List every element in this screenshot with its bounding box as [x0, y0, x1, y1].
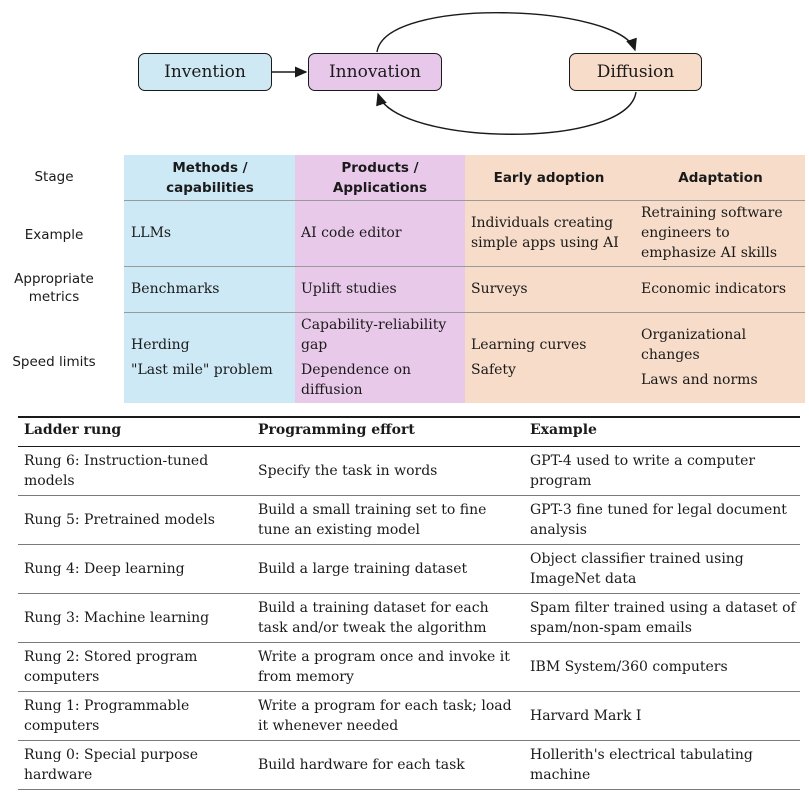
- ladder-rung-cell: Rung 1: Programmable computers: [24, 698, 190, 734]
- ladder-effort-cell: Write a program for each task; load it w…: [258, 698, 512, 734]
- metric-products: Uplift studies: [301, 281, 397, 297]
- speed-adaptation: Organizational changes Laws and norms: [641, 325, 791, 390]
- ladder-row: Rung 6: Instruction-tuned models Specify …: [18, 447, 800, 496]
- ladder-example-cell: Object classifier trained using ImageNet…: [530, 551, 744, 587]
- ladder-header-effort: Programming effort: [258, 422, 415, 438]
- ladder-row: Rung 1: Programmable computers Write a pr…: [18, 692, 800, 741]
- speed-products: Capability-reliability gap Dependence on…: [301, 315, 461, 400]
- ladder-rung-cell: Rung 5: Pretrained models: [24, 512, 215, 528]
- speed-limit-item: Learning curves: [471, 337, 587, 353]
- ladder-header-example: Example: [530, 422, 597, 438]
- row-separator: [18, 593, 800, 594]
- speed-limit-item: Herding: [131, 337, 190, 353]
- row-label-stage: Stage: [34, 169, 74, 185]
- speed-limit-item: Capability-reliability gap: [301, 317, 447, 353]
- band-diffusion: [465, 155, 805, 403]
- band-methods: [124, 155, 295, 403]
- ladder-row: Rung 2: Stored program computers Write a …: [18, 643, 800, 692]
- row-separator: [18, 544, 800, 545]
- table-header-rule: [18, 446, 800, 447]
- ladder-effort-cell: Build hardware for each task: [258, 757, 465, 773]
- ladder-rung-cell: Rung 6: Instruction-tuned models: [24, 453, 209, 489]
- ladder-example-cell: Hollerith's electrical tabulating machin…: [530, 747, 753, 783]
- col-header-adaptation: Adaptation: [678, 170, 763, 186]
- speed-limit-item: Safety: [471, 362, 516, 378]
- ladder-example-cell: GPT-3 fine tuned for legal document anal…: [530, 502, 787, 538]
- ladder-rung-cell: Rung 3: Machine learning: [24, 610, 210, 626]
- row-separator: [18, 789, 800, 790]
- flow-arrows: [272, 12, 637, 135]
- speed-limit-item: "Last mile" problem: [131, 362, 273, 378]
- stage-table: Stage Example Appropriate metrics Speed …: [0, 155, 809, 403]
- arrow-innovation-to-diffusion: [376, 12, 637, 53]
- row-divider: [124, 200, 805, 201]
- ladder-effort-cell: Build a training dataset for each task a…: [258, 600, 489, 636]
- table-top-rule: [18, 416, 800, 418]
- row-separator: [18, 642, 800, 643]
- speed-limit-item: Organizational changes: [641, 327, 747, 363]
- ladder-row: Rung 5: Pretrained models Build a small t…: [18, 496, 800, 545]
- node-innovation: Innovation: [308, 53, 442, 91]
- ladder-example-cell: Spam filter trained using a dataset of s…: [530, 600, 796, 636]
- row-divider: [124, 312, 805, 313]
- ladder-example-cell: GPT-4 used to write a computer program: [530, 453, 756, 489]
- metric-methods: Benchmarks: [131, 281, 220, 297]
- ladder-effort-cell: Specify the task in words: [258, 463, 438, 479]
- band-products: [295, 155, 465, 403]
- arrow-diffusion-to-innovation: [376, 91, 637, 135]
- row-separator: [18, 495, 800, 496]
- example-adaptation: Retraining software engineers to emphasi…: [641, 205, 783, 261]
- metric-early: Surveys: [471, 281, 528, 297]
- ladder-example-cell: IBM System/360 computers: [530, 659, 728, 675]
- speed-early: Learning curves Safety: [471, 335, 631, 380]
- speed-limit-item: Dependence on diffusion: [301, 362, 412, 398]
- col-header-methods: Methods / capabilities: [166, 160, 254, 196]
- row-separator: [18, 691, 800, 692]
- innovation-flow-diagram: Invention Innovation Diffusion: [0, 0, 809, 150]
- ladder-row: Rung 0: Special purpose hardware Build ha…: [18, 741, 800, 790]
- speed-methods: Herding "Last mile" problem: [131, 335, 291, 380]
- row-divider: [124, 266, 805, 267]
- col-header-early: Early adoption: [493, 170, 605, 186]
- example-early: Individuals creating simple apps using A…: [471, 215, 619, 251]
- ladder-example-cell: Harvard Mark I: [530, 708, 642, 724]
- ladder-header-rung: Ladder rung: [24, 422, 122, 438]
- ladder-rung-cell: Rung 0: Special purpose hardware: [24, 747, 199, 783]
- row-separator: [18, 740, 800, 741]
- row-label-metrics: Appropriate metrics: [0, 270, 108, 306]
- ladder-effort-cell: Build a small training set to fine tune …: [258, 502, 487, 538]
- ladder-row: Rung 3: Machine learning Build a training…: [18, 594, 800, 643]
- speed-limit-item: Laws and norms: [641, 372, 758, 388]
- col-header-products: Products / Applications: [332, 160, 428, 196]
- node-invention: Invention: [138, 53, 272, 91]
- ladder-row: Rung 4: Deep learning Build a large train…: [18, 545, 800, 594]
- metric-adaptation: Economic indicators: [641, 281, 787, 297]
- row-label-example: Example: [24, 227, 84, 243]
- row-label-speed: Speed limits: [12, 354, 96, 370]
- ladder-effort-cell: Write a program once and invoke it from …: [258, 649, 510, 685]
- ladder-rung-cell: Rung 4: Deep learning: [24, 561, 185, 577]
- example-products: AI code editor: [301, 225, 402, 241]
- row-label-metrics-line1: Appropriate: [14, 271, 94, 287]
- row-label-metrics-line2: metrics: [28, 289, 80, 305]
- example-methods: LLMs: [131, 225, 172, 241]
- ladder-rung-cell: Rung 2: Stored program computers: [24, 649, 198, 685]
- node-diffusion: Diffusion: [569, 53, 702, 91]
- ladder-effort-cell: Build a large training dataset: [258, 561, 468, 577]
